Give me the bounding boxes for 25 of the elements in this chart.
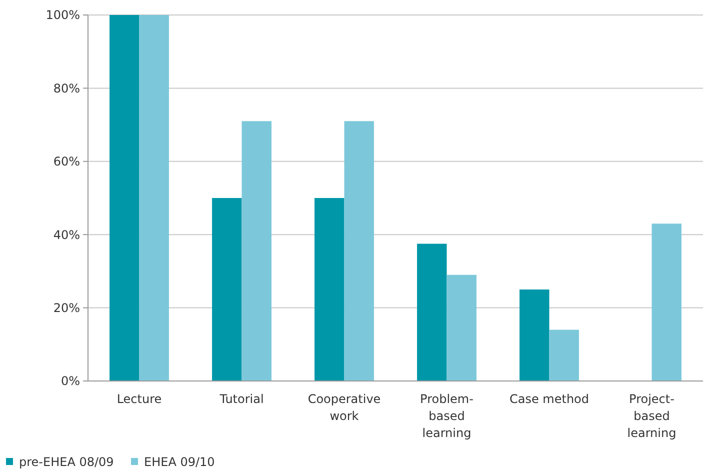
legend-label: pre-EHEA 08/09 (19, 455, 114, 470)
x-tick-label: Case method (509, 392, 590, 406)
bar (417, 244, 447, 381)
bar (549, 330, 579, 381)
x-tick-label: Project-based learning (627, 392, 676, 440)
x-tick-label: Cooperative work (308, 392, 381, 423)
y-tick-label: 40% (53, 228, 80, 242)
y-tick-label: 0% (60, 374, 80, 388)
y-tick-label: 100% (46, 8, 80, 22)
y-tick-label: 80% (53, 81, 80, 96)
bar (110, 15, 140, 381)
y-tick-label: 60% (53, 154, 80, 169)
bar (212, 198, 242, 381)
bar (139, 15, 169, 381)
y-tick-label: 20% (53, 301, 80, 315)
x-tick-label: Problem-based learning (420, 392, 474, 440)
bar (520, 290, 550, 381)
bar (242, 121, 272, 381)
bar (446, 274, 476, 381)
bar (314, 198, 344, 381)
bar (652, 224, 682, 381)
bar (344, 121, 374, 381)
x-tick-label: Tutorial (218, 392, 264, 406)
x-tick-label: Lecture (116, 392, 162, 406)
legend-label: EHEA 09/10 (144, 455, 215, 470)
